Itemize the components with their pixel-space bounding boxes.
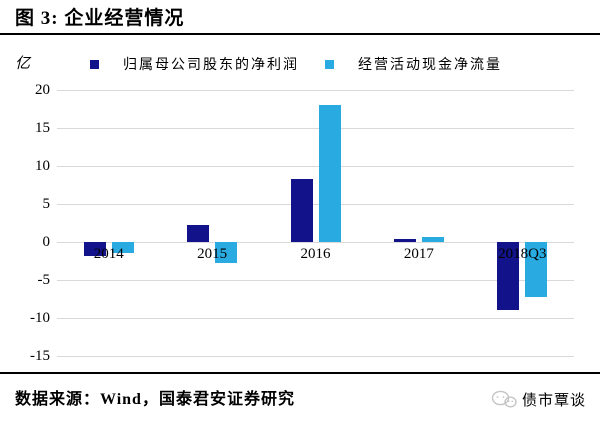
bar-2016-series2 — [318, 105, 341, 242]
legend-label: 归属母公司股东的净利润 — [123, 58, 299, 73]
title-divider — [0, 33, 600, 35]
footer-divider — [0, 372, 600, 374]
x-axis-tick-2018Q3: 2018Q3 — [498, 246, 547, 262]
chart-legend: 归属母公司股东的净利润 经营活动现金净流量 — [90, 54, 502, 74]
chat-bubbles-icon — [491, 390, 517, 408]
y-axis-tick--10: -10 — [30, 310, 50, 326]
y-axis-tick--15: -15 — [30, 348, 50, 364]
gridline-y-15 — [57, 356, 574, 357]
gridline-y5 — [57, 204, 574, 205]
x-axis-tick-2016: 2016 — [300, 246, 331, 262]
bar-2014-series2 — [111, 242, 134, 254]
figure-title: 图 3: 企业经营情况 — [15, 8, 185, 29]
y-axis-unit-label: 亿 — [15, 56, 31, 72]
bar-2015-series2 — [215, 242, 238, 263]
bar-2018Q3-series2 — [525, 242, 548, 297]
legend-entry-series2: 经营活动现金净流量 — [325, 54, 502, 74]
legend-marker-icon — [325, 59, 334, 69]
x-axis-tick-2017: 2017 — [403, 246, 434, 262]
gridline-y0 — [57, 242, 574, 243]
data-source: 数据来源：Wind，国泰君安证券研究 — [15, 391, 295, 408]
y-axis-tick-10: 10 — [35, 158, 50, 174]
bar-2017-series2 — [421, 236, 444, 242]
bar-2015-series1 — [187, 225, 210, 242]
y-axis-tick-20: 20 — [35, 82, 50, 98]
legend-marker-icon — [90, 59, 99, 69]
x-axis-tick-2014: 2014 — [93, 246, 124, 262]
legend-entry-series1: 归属母公司股东的净利润 — [90, 54, 299, 74]
bar-2016-series1 — [290, 178, 313, 242]
y-axis-tick--5: -5 — [37, 272, 51, 288]
y-axis-tick-0: 0 — [42, 234, 51, 250]
watermark: 债市覃谈 — [491, 389, 586, 410]
gridline-y15 — [57, 128, 574, 129]
gridline-y-10 — [57, 318, 574, 319]
bar-2017-series1 — [393, 238, 416, 242]
y-axis-tick-5: 5 — [42, 196, 51, 212]
legend-label: 经营活动现金净流量 — [358, 58, 502, 73]
x-axis-tick-2015: 2015 — [197, 246, 228, 262]
bar-2018Q3-series1 — [497, 242, 520, 310]
gridline-y10 — [57, 166, 574, 167]
bar-2014-series1 — [83, 242, 106, 256]
y-axis-tick-15: 15 — [35, 120, 50, 136]
gridline-y-5 — [57, 280, 574, 281]
watermark-label: 债市覃谈 — [521, 393, 586, 409]
gridline-y20 — [57, 90, 574, 91]
